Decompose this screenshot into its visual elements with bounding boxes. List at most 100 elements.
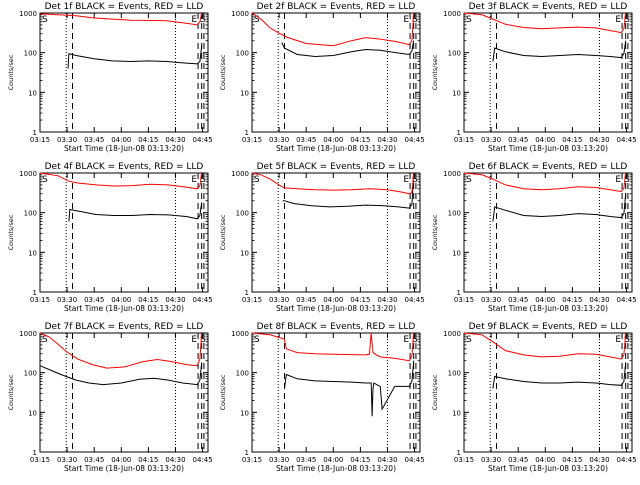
y-tick-label: 1 (33, 449, 37, 457)
panel-det-5: Det 5f BLACK = Events, RED = LLD 1 10 100 10… (219, 162, 425, 313)
segment-marker-s: S (200, 335, 206, 345)
events-series-line (39, 362, 203, 386)
y-tick-label: 1000 (19, 330, 37, 338)
y-tick-label: 100 (236, 370, 249, 378)
x-tick-label: 04:30 (589, 136, 609, 144)
y-tick-label: 100 (448, 50, 461, 58)
panel-title: Det 7f BLACK = Events, RED = LLD (45, 322, 204, 332)
panel-det-6: Det 6f BLACK = Events, RED = LLD 1 10 100 10… (431, 162, 637, 313)
events-series-line (284, 360, 415, 417)
x-tick-label: 03:15 (30, 456, 50, 464)
x-axis-label: Start Time (18-Jun-08 03:13:20) (276, 464, 396, 473)
events-series-line (492, 40, 627, 62)
segment-marker-s: S (466, 175, 472, 185)
events-series-line (492, 362, 627, 389)
x-tick-label: 04:00 (111, 136, 131, 144)
panel-det-8: Det 8f BLACK = Events, RED = LLD 1 10 100 10… (219, 322, 425, 473)
panel-det-7: Det 7f BLACK = Events, RED = LLD 1 10 100 10… (7, 322, 213, 473)
lld-series-line (39, 172, 203, 190)
segment-marker-s: S (466, 335, 472, 345)
x-tick-label: 03:15 (454, 456, 474, 464)
events-series-line (68, 202, 203, 222)
segment-marker-e: E (191, 15, 197, 25)
x-tick-label: 04:00 (535, 456, 555, 464)
y-tick-label: 100 (236, 210, 249, 218)
lld-series-line (463, 332, 627, 360)
y-tick-label: 1000 (231, 330, 249, 338)
x-tick-label: 03:45 (508, 296, 528, 304)
segment-marker-e: E (403, 15, 409, 25)
x-axis-label: Start Time (18-Jun-08 03:13:20) (488, 304, 608, 313)
y-tick-label: 1 (245, 449, 249, 457)
x-tick-label: 04:45 (404, 456, 424, 464)
x-tick-label: 04:00 (535, 136, 555, 144)
x-tick-label: 04:30 (165, 136, 185, 144)
x-tick-label: 03:45 (296, 136, 316, 144)
x-tick-label: 03:30 (269, 136, 289, 144)
x-tick-label: 03:15 (242, 456, 262, 464)
x-tick-label: 03:45 (84, 456, 104, 464)
x-tick-label: 04:30 (377, 296, 397, 304)
y-axis-label: Counts/sec (219, 374, 227, 410)
y-tick-label: 10 (28, 249, 37, 257)
x-tick-label: 03:15 (454, 136, 474, 144)
x-tick-label: 04:45 (192, 456, 212, 464)
y-tick-label: 1 (457, 289, 461, 297)
x-tick-label: 03:15 (30, 296, 50, 304)
events-series-line (281, 40, 415, 58)
y-tick-label: 1 (457, 449, 461, 457)
segment-marker-e: E (191, 335, 197, 345)
x-tick-label: 03:15 (242, 296, 262, 304)
segment-marker-s: S (42, 175, 48, 185)
y-tick-label: 1 (245, 129, 249, 137)
segment-marker-s: S (624, 335, 630, 345)
segment-marker-s: S (254, 335, 260, 345)
y-axis-label: Counts/sec (7, 214, 15, 250)
events-series-line (492, 193, 627, 222)
plot-frame (39, 332, 209, 453)
y-tick-label: 1000 (19, 10, 37, 18)
panel-title: Det 4f BLACK = Events, RED = LLD (45, 162, 204, 172)
y-tick-label: 10 (240, 409, 249, 417)
x-axis-label: Start Time (18-Jun-08 03:13:20) (276, 304, 396, 313)
x-axis-label: Start Time (18-Jun-08 03:13:20) (64, 144, 184, 153)
x-tick-label: 03:45 (296, 456, 316, 464)
panel-title: Det 1f BLACK = Events, RED = LLD (45, 2, 204, 12)
plot-frame (463, 332, 633, 453)
x-tick-label: 03:45 (84, 296, 104, 304)
x-tick-label: 04:30 (377, 136, 397, 144)
y-tick-label: 100 (448, 370, 461, 378)
y-tick-label: 10 (452, 249, 461, 257)
plot-frame (251, 332, 421, 453)
x-tick-label: 04:15 (138, 456, 158, 464)
x-tick-label: 04:30 (589, 296, 609, 304)
x-axis-label: Start Time (18-Jun-08 03:13:20) (488, 144, 608, 153)
panel-det-4: Det 4f BLACK = Events, RED = LLD 1 10 100 10… (7, 162, 213, 313)
y-tick-label: 10 (452, 409, 461, 417)
y-tick-label: 10 (28, 89, 37, 97)
y-tick-label: 1 (245, 289, 249, 297)
x-tick-label: 04:30 (589, 456, 609, 464)
x-tick-label: 03:15 (454, 296, 474, 304)
y-tick-label: 1000 (443, 330, 461, 338)
events-series-line (282, 172, 415, 209)
segment-marker-s: S (254, 15, 260, 25)
x-tick-label: 04:00 (535, 296, 555, 304)
segment-marker-e: E (615, 175, 621, 185)
x-tick-label: 04:45 (192, 296, 212, 304)
segment-marker-s: S (412, 175, 418, 185)
panel-title: Det 9f BLACK = Events, RED = LLD (469, 322, 628, 332)
lld-series-line (39, 12, 203, 26)
y-tick-label: 10 (28, 409, 37, 417)
y-tick-label: 1 (33, 129, 37, 137)
y-tick-label: 10 (240, 89, 249, 97)
y-tick-label: 1000 (231, 170, 249, 178)
x-axis-label: Start Time (18-Jun-08 03:13:20) (488, 464, 608, 473)
x-tick-label: 03:45 (508, 456, 528, 464)
x-tick-label: 04:15 (138, 136, 158, 144)
events-series-line (67, 45, 203, 69)
y-axis-label: Counts/sec (431, 374, 439, 410)
panel-title: Det 3f BLACK = Events, RED = LLD (469, 2, 628, 12)
segment-marker-s: S (42, 15, 48, 25)
